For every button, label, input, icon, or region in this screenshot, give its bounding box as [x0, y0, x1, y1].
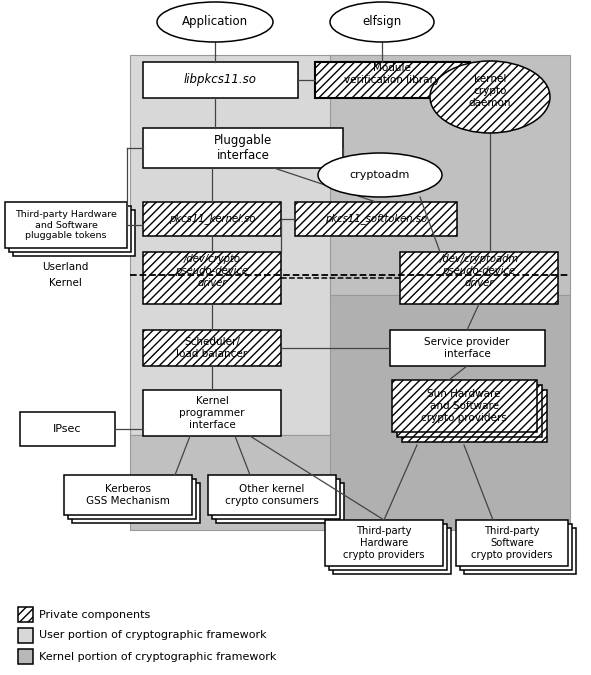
FancyBboxPatch shape [18, 649, 33, 664]
Text: Kerberos
GSS Mechanism: Kerberos GSS Mechanism [86, 484, 170, 506]
Ellipse shape [157, 2, 273, 42]
Text: cryptoadm: cryptoadm [350, 170, 410, 180]
Text: Kernel portion of cryptographic framework: Kernel portion of cryptographic framewor… [39, 651, 277, 662]
Ellipse shape [318, 153, 442, 197]
FancyBboxPatch shape [20, 412, 115, 446]
FancyBboxPatch shape [208, 475, 336, 515]
FancyBboxPatch shape [392, 380, 537, 432]
FancyBboxPatch shape [130, 435, 385, 530]
FancyBboxPatch shape [456, 520, 568, 566]
FancyBboxPatch shape [13, 210, 135, 256]
FancyBboxPatch shape [143, 202, 281, 236]
FancyBboxPatch shape [64, 475, 192, 515]
FancyBboxPatch shape [464, 528, 576, 574]
Text: Third-party
Hardware
crypto providers: Third-party Hardware crypto providers [343, 526, 425, 560]
FancyBboxPatch shape [400, 252, 558, 304]
Text: IPsec: IPsec [53, 424, 81, 434]
FancyBboxPatch shape [72, 483, 200, 523]
FancyBboxPatch shape [143, 252, 281, 304]
FancyBboxPatch shape [143, 128, 343, 168]
FancyBboxPatch shape [143, 330, 281, 366]
FancyBboxPatch shape [212, 479, 340, 519]
Text: pkcs11_softtoken.so: pkcs11_softtoken.so [325, 213, 427, 225]
Text: libpkcs11.so: libpkcs11.so [183, 74, 256, 86]
Text: Application: Application [182, 16, 248, 28]
Text: elfsign: elfsign [362, 16, 402, 28]
Text: /dev/crypto
pseudo-device
driver: /dev/crypto pseudo-device driver [176, 254, 248, 288]
Text: /dev/cryptoadm
pseudo-device
driver: /dev/cryptoadm pseudo-device driver [439, 254, 519, 288]
Text: Service provider
interface: Service provider interface [424, 338, 510, 359]
FancyBboxPatch shape [5, 202, 127, 248]
FancyBboxPatch shape [130, 55, 385, 435]
FancyBboxPatch shape [325, 520, 443, 566]
Text: Pluggable
interface: Pluggable interface [214, 134, 272, 162]
Text: Module
verification library: Module verification library [344, 63, 440, 85]
Ellipse shape [430, 61, 550, 133]
Text: Kernel
programmer
interface: Kernel programmer interface [179, 396, 245, 429]
FancyBboxPatch shape [68, 479, 196, 519]
Text: Kernel: Kernel [48, 278, 82, 288]
Text: kernel
crypto
daemon: kernel crypto daemon [469, 74, 511, 107]
FancyBboxPatch shape [330, 55, 570, 295]
FancyBboxPatch shape [330, 295, 570, 530]
Text: pkcs11_kernel.so: pkcs11_kernel.so [169, 213, 255, 225]
Text: User portion of cryptographic framework: User portion of cryptographic framework [39, 630, 267, 641]
FancyBboxPatch shape [143, 390, 281, 436]
FancyBboxPatch shape [315, 62, 470, 98]
FancyBboxPatch shape [216, 483, 344, 523]
Text: Sun Hardware
and Software
crypto providers: Sun Hardware and Software crypto provide… [421, 389, 507, 423]
Text: Userland: Userland [42, 262, 88, 272]
FancyBboxPatch shape [390, 330, 545, 366]
FancyBboxPatch shape [397, 385, 542, 437]
FancyBboxPatch shape [18, 628, 33, 643]
Ellipse shape [330, 2, 434, 42]
FancyBboxPatch shape [333, 528, 451, 574]
FancyBboxPatch shape [143, 62, 298, 98]
FancyBboxPatch shape [9, 206, 131, 252]
FancyBboxPatch shape [18, 607, 33, 622]
Text: Scheduler/
load balancer: Scheduler/ load balancer [177, 338, 248, 359]
Text: Other kernel
crypto consumers: Other kernel crypto consumers [225, 484, 319, 506]
FancyBboxPatch shape [295, 202, 457, 236]
Text: Third-party
Software
crypto providers: Third-party Software crypto providers [471, 526, 553, 560]
Text: Third-party Hardware
and Software
pluggable tokens: Third-party Hardware and Software plugga… [15, 210, 117, 240]
FancyBboxPatch shape [329, 524, 447, 570]
Text: Private components: Private components [39, 610, 150, 620]
FancyBboxPatch shape [460, 524, 572, 570]
FancyBboxPatch shape [402, 390, 547, 442]
